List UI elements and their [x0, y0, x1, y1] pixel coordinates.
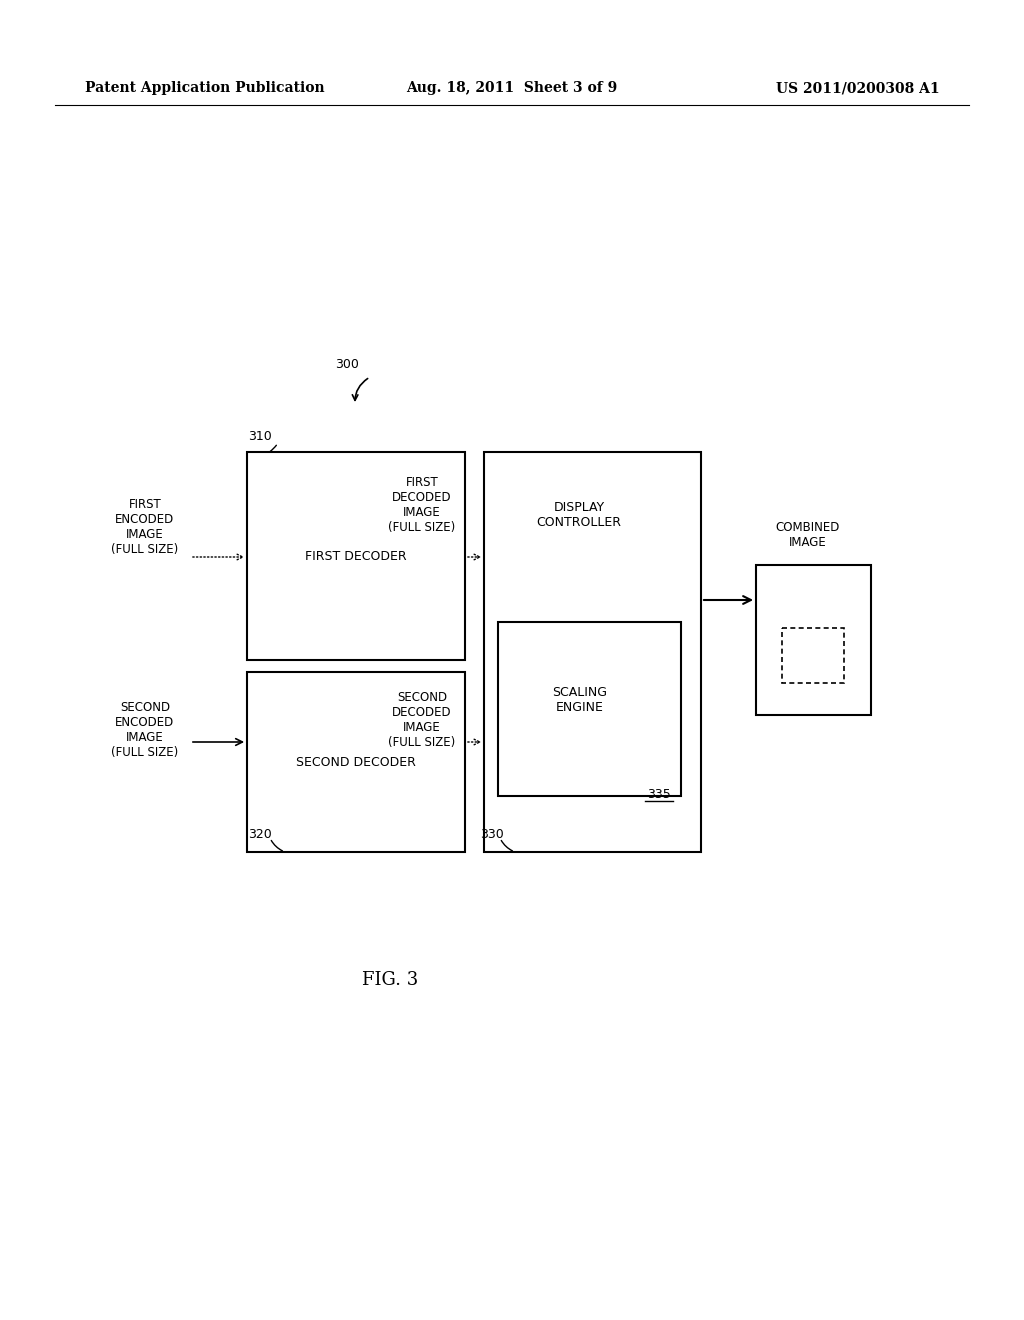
Text: 320: 320	[248, 828, 271, 841]
Bar	[498, 622, 681, 796]
Bar	[247, 672, 465, 851]
Text: Aug. 18, 2011  Sheet 3 of 9: Aug. 18, 2011 Sheet 3 of 9	[407, 81, 617, 95]
Text: 330: 330	[480, 828, 504, 841]
Bar	[756, 565, 871, 715]
Text: COMBINED
IMAGE: COMBINED IMAGE	[776, 521, 840, 549]
Text: US 2011/0200308 A1: US 2011/0200308 A1	[776, 81, 940, 95]
Bar	[247, 451, 465, 660]
Text: SECOND DECODER: SECOND DECODER	[296, 755, 416, 768]
Text: SCALING
ENGINE: SCALING ENGINE	[553, 686, 607, 714]
Text: DISPLAY
CONTROLLER: DISPLAY CONTROLLER	[537, 502, 622, 529]
Bar	[782, 628, 844, 682]
Text: FIG. 3: FIG. 3	[361, 972, 418, 989]
Text: 310: 310	[248, 430, 271, 444]
Text: 335: 335	[647, 788, 671, 800]
Text: 300: 300	[335, 359, 358, 371]
Text: FIRST DECODER: FIRST DECODER	[305, 549, 407, 562]
Text: SECOND
ENCODED
IMAGE
(FULL SIZE): SECOND ENCODED IMAGE (FULL SIZE)	[112, 701, 178, 759]
Bar	[484, 451, 701, 851]
Text: SECOND
DECODED
IMAGE
(FULL SIZE): SECOND DECODED IMAGE (FULL SIZE)	[388, 690, 456, 748]
Text: Patent Application Publication: Patent Application Publication	[85, 81, 325, 95]
Text: FIRST
DECODED
IMAGE
(FULL SIZE): FIRST DECODED IMAGE (FULL SIZE)	[388, 477, 456, 535]
Text: FIRST
ENCODED
IMAGE
(FULL SIZE): FIRST ENCODED IMAGE (FULL SIZE)	[112, 498, 178, 556]
